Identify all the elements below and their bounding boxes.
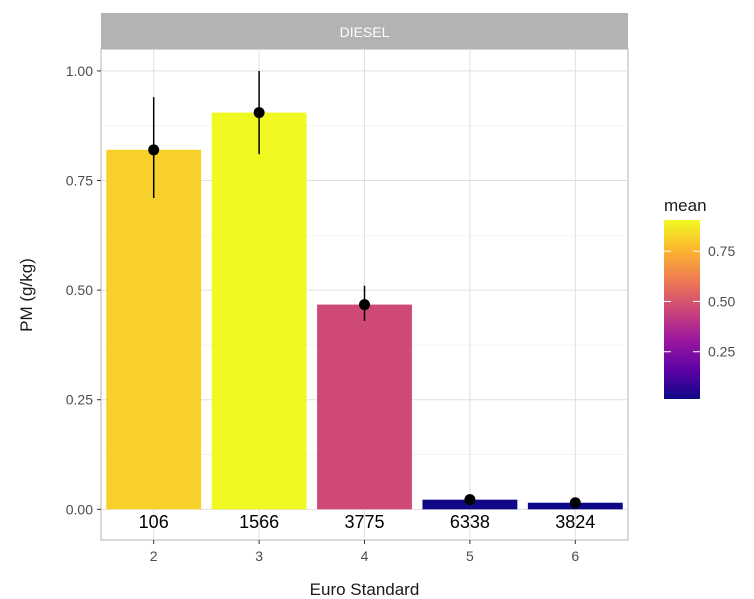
y-tick-label: 0.00 — [66, 501, 93, 517]
count-label-2: 106 — [139, 512, 169, 532]
count-label-4: 3775 — [344, 512, 384, 532]
mean-point-4 — [359, 299, 370, 311]
y-tick-label: 1.00 — [66, 63, 93, 79]
mean-point-2 — [148, 144, 160, 156]
count-label-3: 1566 — [239, 512, 279, 532]
x-tick-label: 6 — [571, 548, 579, 564]
error-bars — [148, 70, 581, 509]
x-tick-label: 2 — [150, 548, 158, 564]
y-tick-label: 0.50 — [66, 282, 93, 298]
legend-colorbar — [664, 220, 700, 399]
y-axis-ticks: 0.00 0.25 0.50 0.75 1.00 — [66, 63, 101, 517]
bar-2 — [106, 149, 202, 510]
y-tick-label: 0.75 — [66, 173, 93, 189]
count-label-5: 6338 — [450, 512, 490, 532]
legend-tick-label: 0.75 — [708, 243, 735, 259]
bar-4 — [317, 304, 412, 510]
x-tick-label: 5 — [466, 548, 474, 564]
x-axis-ticks: 2 3 4 5 6 — [150, 540, 579, 564]
mean-point-6 — [569, 497, 581, 509]
legend-tick-label: 0.50 — [708, 293, 735, 309]
count-labels: 106 1566 3775 6338 3824 — [139, 512, 596, 532]
bar-3 — [211, 112, 307, 510]
facet-label: DIESEL — [340, 24, 390, 40]
legend-title: mean — [664, 196, 707, 215]
mean-point-5 — [464, 494, 476, 506]
mean-point-3 — [253, 107, 265, 119]
x-tick-label: 3 — [255, 548, 263, 564]
facet-strip — [101, 13, 628, 49]
legend-ticks: 0.25 0.50 0.75 — [664, 243, 735, 360]
count-label-6: 3824 — [555, 512, 595, 532]
x-axis-title: Euro Standard — [310, 580, 420, 599]
legend-tick-label: 0.25 — [708, 344, 735, 360]
x-tick-label: 4 — [361, 548, 369, 564]
y-tick-label: 0.25 — [66, 392, 93, 408]
y-axis-title: PM (g/kg) — [17, 258, 36, 332]
